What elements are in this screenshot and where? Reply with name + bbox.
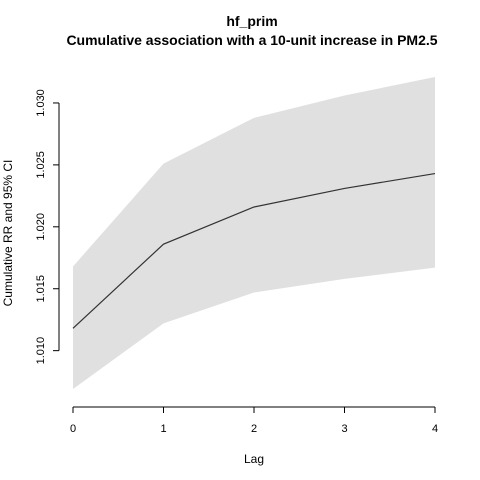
rr-line-layer xyxy=(72,172,436,329)
x-tick-label: 2 xyxy=(251,423,257,435)
rr-line xyxy=(72,172,436,329)
y-tick-label: 1.010 xyxy=(35,337,47,365)
y-axis: 1.010 1.015 1.020 1.025 1.030 xyxy=(35,89,60,365)
y-tick-label: 1.025 xyxy=(35,151,47,179)
chart-subtitle: Cumulative association with a 10-unit in… xyxy=(66,32,437,48)
x-tick-label: 4 xyxy=(432,423,438,435)
confidence-band-layer xyxy=(73,76,435,390)
x-tick-label: 0 xyxy=(70,423,76,435)
x-tick-label: 1 xyxy=(160,423,166,435)
y-tick-label: 1.020 xyxy=(35,213,47,241)
y-tick-label: 1.015 xyxy=(35,275,47,303)
x-axis-label: Lag xyxy=(244,452,264,466)
x-axis: 0 1 2 3 4 xyxy=(70,406,438,435)
y-tick-label: 1.030 xyxy=(35,89,47,117)
chart-title: hf_prim xyxy=(226,13,277,29)
confidence-band xyxy=(73,76,435,390)
y-axis-label: Cumulative RR and 95% CI xyxy=(1,160,15,307)
x-tick-label: 3 xyxy=(341,423,347,435)
